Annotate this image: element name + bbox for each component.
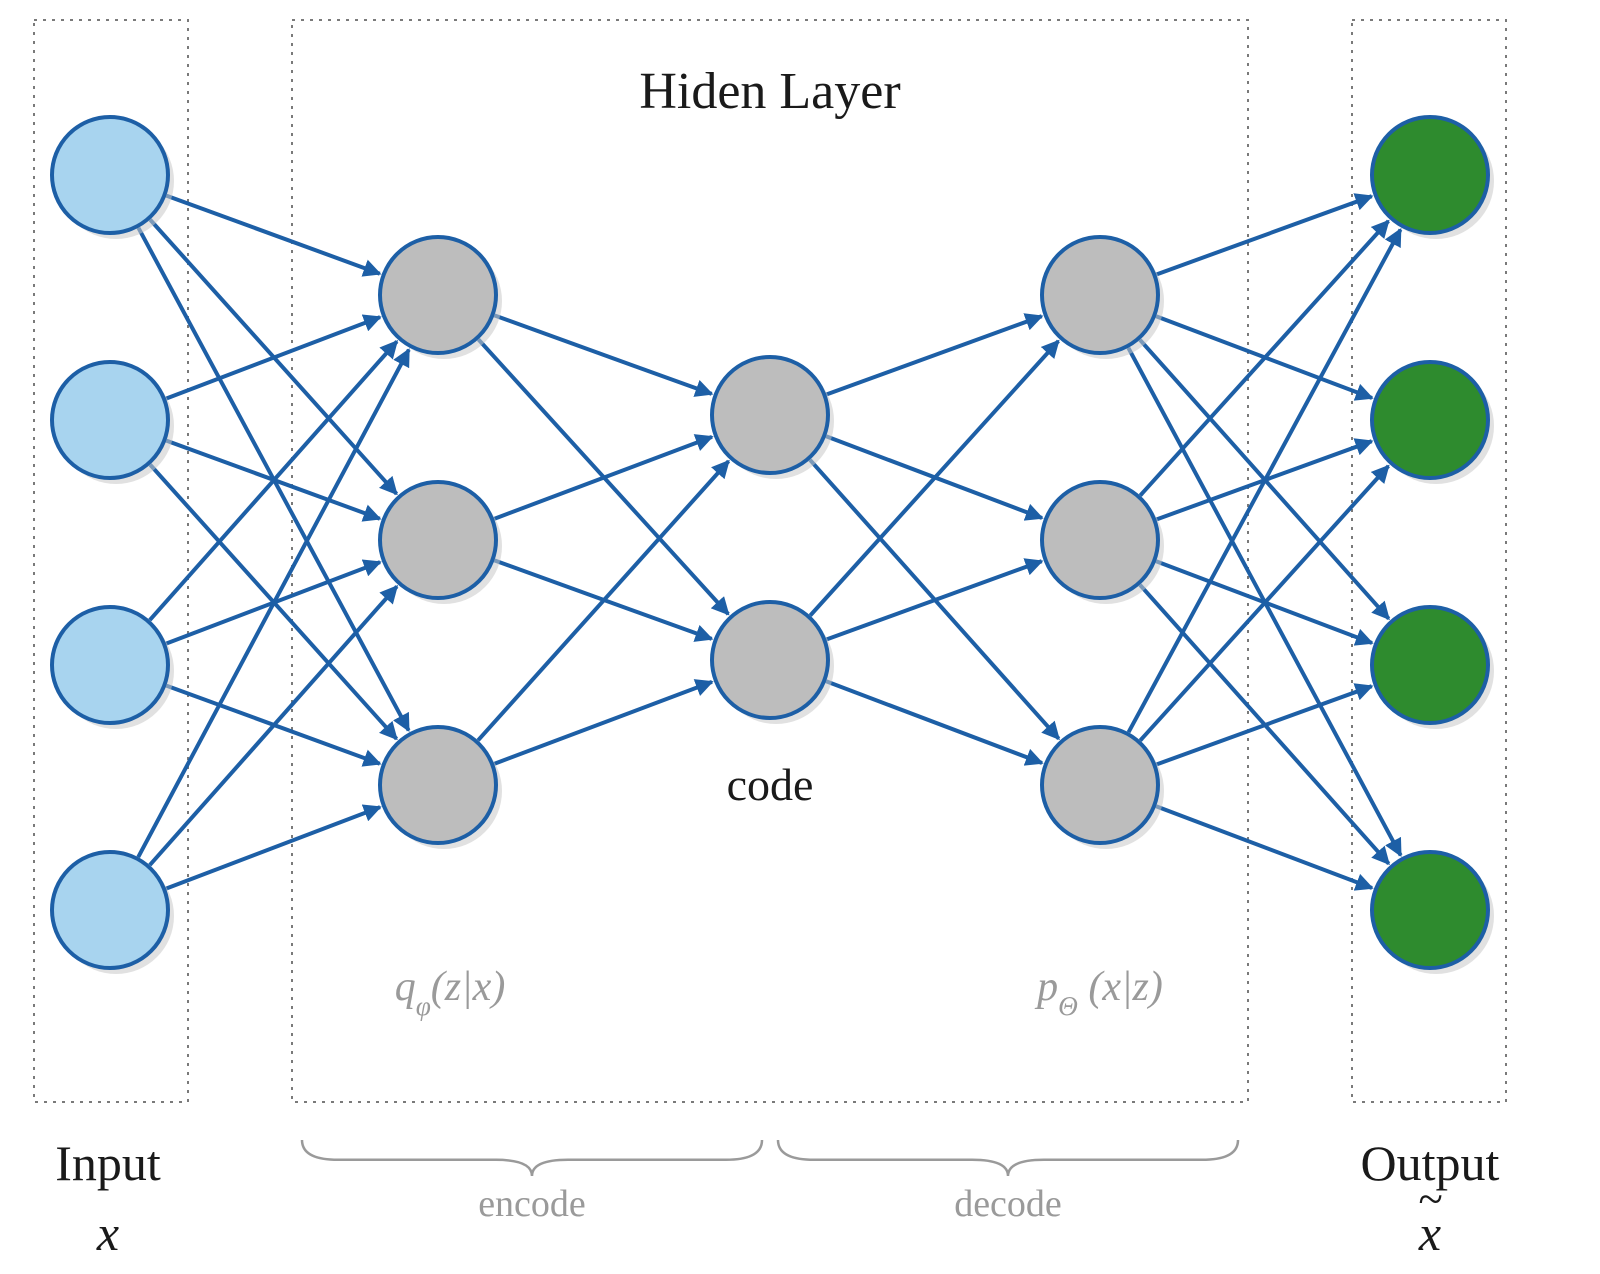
output-node — [1372, 117, 1488, 233]
input-node — [52, 362, 168, 478]
input-node — [52, 852, 168, 968]
hidden-node — [380, 482, 496, 598]
hidden-node — [380, 237, 496, 353]
layer-hidden — [1042, 237, 1164, 849]
label-title: Hiden Layer — [639, 63, 900, 120]
code-node — [712, 357, 828, 473]
layer-hidden — [380, 237, 502, 849]
input-node — [52, 607, 168, 723]
hidden-node — [1042, 727, 1158, 843]
hidden-node — [1042, 237, 1158, 353]
hidden-node — [380, 727, 496, 843]
code-node — [712, 602, 828, 718]
label-encode: encode — [478, 1183, 586, 1225]
label-code: code — [727, 759, 814, 810]
output-node — [1372, 362, 1488, 478]
label-input: Input — [55, 1135, 161, 1191]
hidden-node — [1042, 482, 1158, 598]
label-input_sym: x — [96, 1205, 119, 1261]
output-node — [1372, 607, 1488, 723]
label-output-tilde: ~ — [1418, 1174, 1442, 1224]
output-node — [1372, 852, 1488, 968]
input-node — [52, 117, 168, 233]
label-decode: decode — [954, 1183, 1062, 1225]
